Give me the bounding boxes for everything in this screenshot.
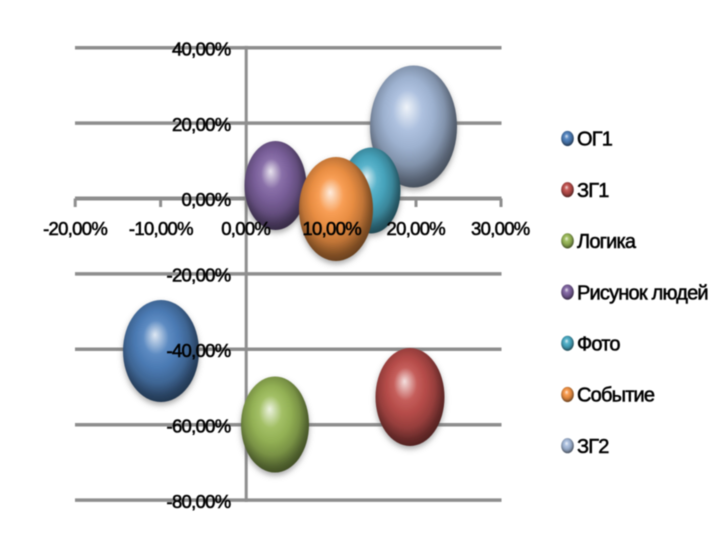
svg-text:Рисунок людей: Рисунок людей bbox=[577, 282, 708, 304]
svg-text:-40,00%: -40,00% bbox=[166, 340, 230, 361]
svg-text:20,00%: 20,00% bbox=[387, 218, 446, 239]
svg-text:ЗГ2: ЗГ2 bbox=[577, 436, 609, 458]
svg-text:Фото: Фото bbox=[577, 334, 620, 356]
svg-text:40,00%: 40,00% bbox=[172, 38, 231, 59]
svg-text:ОГ1: ОГ1 bbox=[577, 129, 613, 151]
svg-text:20,00%: 20,00% bbox=[172, 114, 231, 135]
svg-text:ЗГ1: ЗГ1 bbox=[577, 180, 609, 202]
svg-text:0,00%: 0,00% bbox=[182, 189, 231, 210]
svg-text:0,00%: 0,00% bbox=[221, 218, 270, 239]
svg-text:10,00%: 10,00% bbox=[302, 218, 361, 239]
svg-text:30,00%: 30,00% bbox=[471, 218, 530, 239]
svg-text:Событие: Событие bbox=[577, 385, 655, 407]
svg-text:Логика: Логика bbox=[577, 231, 637, 253]
svg-text:-20,00%: -20,00% bbox=[43, 218, 107, 239]
svg-text:-80,00%: -80,00% bbox=[166, 491, 230, 512]
svg-text:-60,00%: -60,00% bbox=[166, 415, 230, 436]
svg-text:-10,00%: -10,00% bbox=[129, 218, 193, 239]
svg-text:-20,00%: -20,00% bbox=[166, 265, 230, 286]
